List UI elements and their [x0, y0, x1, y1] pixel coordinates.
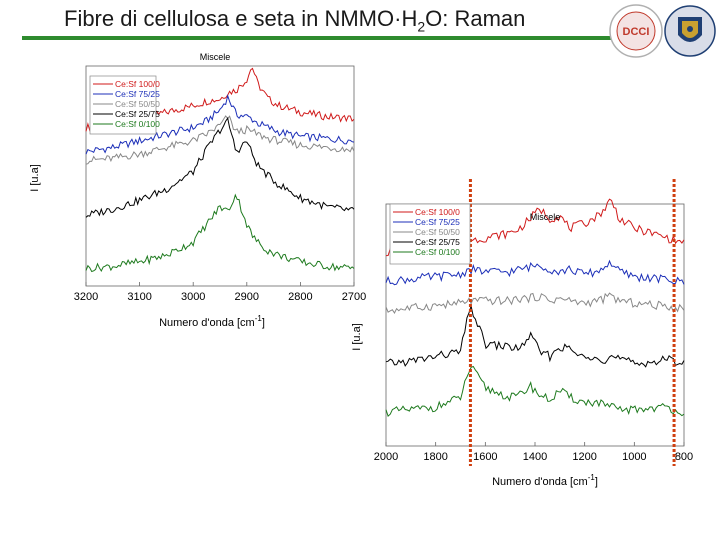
title-subscript: 2 — [417, 18, 426, 35]
legend-label: Ce:Sf 75/25 — [415, 217, 460, 227]
x-tick-label: 1600 — [473, 451, 497, 463]
x-tick-label: 2700 — [342, 291, 366, 303]
series-line-2 — [85, 115, 355, 165]
series-line-4 — [385, 365, 685, 417]
x-tick-label: 1400 — [523, 451, 547, 463]
legend-label: Ce:Sf 100/0 — [415, 207, 460, 217]
legend-label: Ce:Sf 25/75 — [115, 109, 160, 119]
chart-left-xlabel: Numero d'onda [cm-1] — [159, 314, 265, 329]
slide-title: Fibre di cellulosa e seta in NMMO·H2O: R… — [64, 6, 525, 34]
x-tick-label: 800 — [675, 451, 693, 463]
x-tick-label: 3100 — [127, 291, 151, 303]
chart-right-xlabel: Numero d'onda [cm-1] — [492, 473, 598, 488]
series-line-2 — [385, 292, 685, 315]
legend-label: Ce:Sf 0/100 — [115, 119, 160, 129]
seal-center — [687, 26, 693, 32]
dcci-logo: DCCI — [609, 4, 663, 58]
dcci-logo-inner — [616, 11, 656, 51]
x-tick-label: 2900 — [235, 291, 259, 303]
x-tick-label: 1800 — [423, 451, 447, 463]
series-line-1 — [85, 93, 355, 155]
legend-box — [389, 203, 471, 265]
series-line-1 — [385, 259, 685, 286]
chart-left-ylabel: I [u.a] — [29, 164, 41, 192]
title-prefix: Fibre di cellulosa e seta in NMMO·H — [64, 6, 418, 31]
series-line-4 — [85, 193, 355, 273]
x-tick-label: 3000 — [181, 291, 205, 303]
legend-label: Ce:Sf 75/25 — [115, 89, 160, 99]
x-tick-label: 2000 — [374, 451, 398, 463]
series-line-3 — [385, 304, 685, 368]
legend-label: Ce:Sf 50/50 — [115, 99, 160, 109]
x-tick-label: 1200 — [572, 451, 596, 463]
chart-right-ylabel: I [u.a] — [351, 323, 363, 351]
dcci-logo-text: DCCI — [623, 26, 650, 38]
chart-left-title: Miscele — [200, 52, 231, 62]
chart-right-title: Miscele — [530, 212, 561, 222]
legend-label: Ce:Sf 25/75 — [415, 237, 460, 247]
title-underline — [22, 36, 612, 40]
x-tick-label: 3200 — [74, 291, 98, 303]
title-suffix: O: Raman — [425, 6, 526, 31]
legend-label: Ce:Sf 100/0 — [115, 79, 160, 89]
legend-label: Ce:Sf 0/100 — [415, 247, 460, 257]
series-line-3 — [85, 116, 355, 218]
university-seal — [664, 5, 716, 57]
x-tick-label: 2800 — [288, 291, 312, 303]
legend-label: Ce:Sf 50/50 — [415, 227, 460, 237]
x-tick-label: 1000 — [622, 451, 646, 463]
